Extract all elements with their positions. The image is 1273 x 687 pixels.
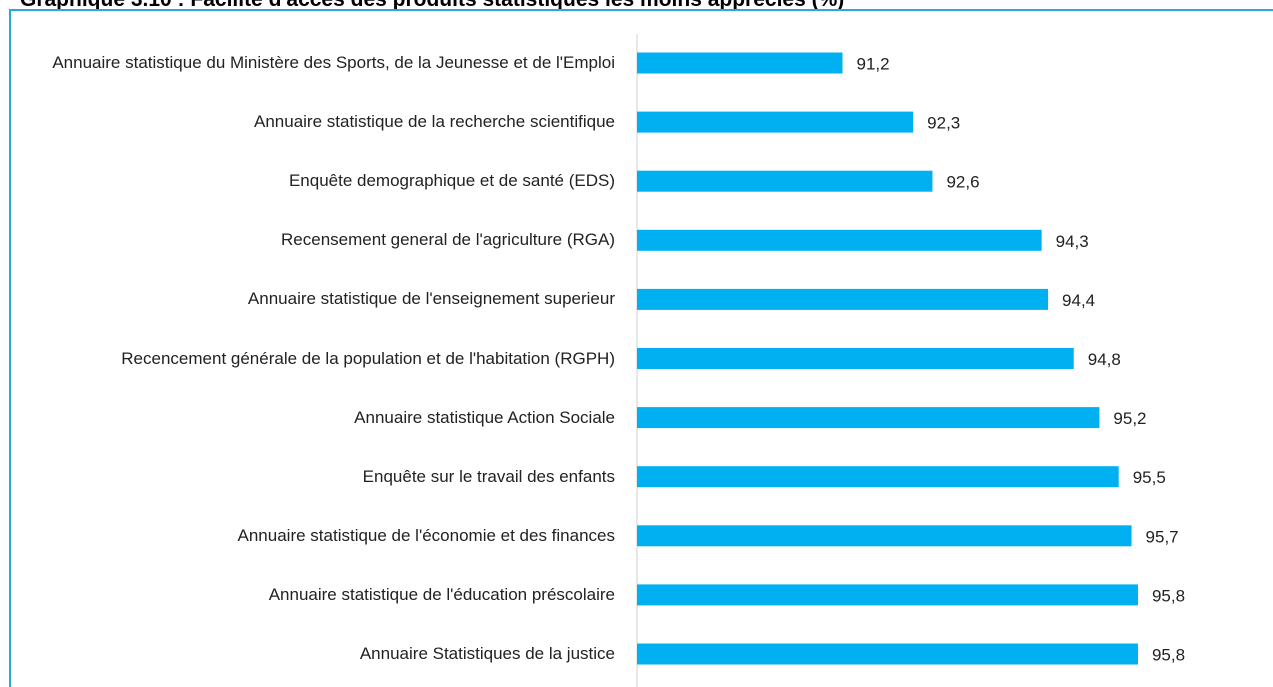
category-label: Recensement general de l'agriculture (RG… [281,230,615,250]
value-label: 94,8 [1088,350,1121,369]
bar [637,170,933,192]
bar [637,466,1119,488]
category-label: Enquête demographique et de santé (EDS) [288,171,615,191]
bar [637,288,1049,310]
value-label: 92,6 [946,173,979,192]
bar [637,525,1132,547]
value-label: 95,8 [1152,586,1185,605]
category-label: Annuaire statistique de la recherche sci… [254,112,615,132]
category-label: Annuaire statistique de l'économie et de… [237,525,615,545]
bar [637,52,843,74]
value-label: 94,4 [1062,291,1095,310]
category-label: Annuaire Statistiques de la justice [359,644,615,663]
category-label: Enquête sur le travail des enfants [362,466,615,486]
bar [637,111,914,133]
bar [637,643,1138,665]
value-label: 94,3 [1056,232,1089,251]
value-label: 91,2 [857,54,890,73]
value-label: 95,2 [1113,409,1146,428]
value-label: 95,8 [1152,645,1185,664]
category-label: Recencement générale de la population et… [121,348,615,368]
bar [637,348,1074,369]
bar [637,584,1138,606]
category-label: Annuaire statistique de l'enseignement s… [247,289,615,309]
chart-frame [9,9,1273,687]
category-label: Annuaire statistique de l'éducation prés… [268,584,615,604]
value-label: 95,5 [1133,468,1166,487]
value-label: 95,7 [1146,527,1179,546]
chart-title: Graphique 3.10 : Facilité d'accès des pr… [20,0,844,12]
bar [637,229,1042,251]
value-label: 92,3 [927,114,960,133]
bar [637,407,1100,429]
category-label: Annuaire statistique Action Sociale [354,407,615,427]
category-label: Annuaire statistique du Ministère des Sp… [52,53,615,72]
